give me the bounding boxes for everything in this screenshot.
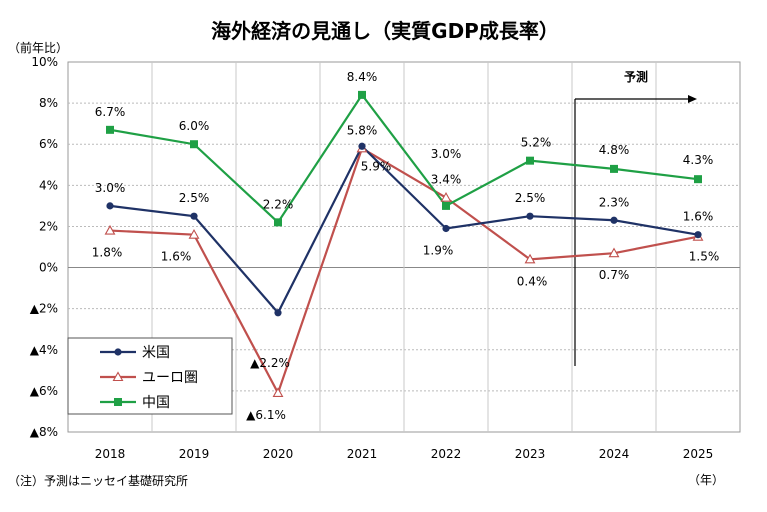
data-point-circle <box>358 142 366 150</box>
data-label: 2.5% <box>179 191 210 205</box>
data-point-square <box>190 140 198 149</box>
series-line-square <box>109 92 699 225</box>
data-point-circle <box>274 309 282 317</box>
data-point-triangle <box>104 224 116 235</box>
y-tick-label: 4% <box>39 178 58 192</box>
data-label: 4.8% <box>599 143 630 157</box>
data-point-circle <box>526 212 534 220</box>
y-axis-label: （前年比） <box>8 40 68 55</box>
data-label: 3.0% <box>431 147 462 161</box>
data-label: 1.8% <box>92 246 123 260</box>
data-label: 1.6% <box>161 250 192 264</box>
legend-entry: ユーロ圏 <box>142 370 198 386</box>
data-label: 6.7% <box>95 105 126 119</box>
x-tick-label: 2021 <box>347 447 378 461</box>
data-label: 3.0% <box>95 181 126 195</box>
chart-title: 海外経済の見通し（実質GDP成長率） <box>211 19 559 43</box>
data-label: ▲6.1% <box>246 408 286 422</box>
y-tick-label: 6% <box>39 137 58 151</box>
y-tick-label: 8% <box>39 96 58 110</box>
data-point-circle <box>694 231 702 239</box>
x-tick-labels: 2018 2019 2020 2021 2022 2023 2024 2025 <box>95 447 714 461</box>
y-tick-label: ▲8% <box>30 425 58 439</box>
data-point-square <box>610 164 618 173</box>
data-label: 1.5% <box>689 250 720 264</box>
x-tick-label: 2025 <box>683 447 714 461</box>
y-tick-label: 0% <box>39 261 58 275</box>
legend-marker-triangle <box>112 371 124 382</box>
y-tick-label: ▲4% <box>30 343 58 357</box>
legend-marker-square <box>114 398 122 406</box>
series-line-circle <box>109 144 699 315</box>
x-tick-label: 2023 <box>515 447 546 461</box>
data-point-square <box>526 156 534 165</box>
data-label: 3.4% <box>431 173 462 187</box>
y-tick-label: ▲6% <box>30 384 58 398</box>
legend-marker-circle <box>114 348 122 356</box>
data-point-triangle <box>440 192 452 202</box>
forecast-marker: 予測 <box>574 69 697 366</box>
x-tick-label: 2020 <box>263 447 294 461</box>
data-label: 6.0% <box>179 119 210 133</box>
data-point-triangle <box>524 253 536 264</box>
data-point-triangle <box>272 387 284 397</box>
data-label: 5.8% <box>347 123 378 137</box>
y-tick-label: 10% <box>31 55 58 69</box>
legend-box <box>67 337 233 415</box>
data-labels: 3.0% 2.5% ▲2.2% 5.9% 1.9% 2.5% 2.3% 1.6% 1.8% 1.6… <box>92 70 720 422</box>
data-point-square <box>274 218 282 227</box>
footnote: （注）予測はニッセイ基礎研究所 <box>8 473 188 488</box>
series-line-triangle <box>109 146 699 396</box>
forecast-label: 予測 <box>624 69 648 84</box>
data-point-triangle <box>608 247 620 258</box>
y-tick-label: 2% <box>39 219 58 233</box>
data-label: 1.9% <box>423 244 454 258</box>
data-label: 1.6% <box>683 210 714 224</box>
data-label: 2.2% <box>263 197 294 211</box>
data-label: 4.3% <box>683 153 714 167</box>
data-label: 0.4% <box>517 274 548 288</box>
data-point-square <box>106 125 114 134</box>
data-point-square <box>694 175 702 184</box>
x-tick-label: 2019 <box>179 447 210 461</box>
x-axis-label: （年） <box>688 473 724 487</box>
data-label: ▲2.2% <box>250 356 290 370</box>
x-tick-label: 2022 <box>431 447 462 461</box>
data-point-triangle <box>188 229 200 239</box>
legend-entry: 中国 <box>142 395 170 411</box>
data-point-square <box>358 90 366 99</box>
legend-entry: 米国 <box>142 345 170 361</box>
data-label: 2.3% <box>599 195 630 209</box>
data-label: 8.4% <box>347 70 378 84</box>
y-tick-label: ▲2% <box>30 302 58 316</box>
x-tick-label: 2018 <box>95 447 126 461</box>
series-layer <box>104 90 704 397</box>
data-point-circle <box>442 224 450 233</box>
x-tick-label: 2024 <box>599 447 630 461</box>
data-label: 5.2% <box>521 136 552 150</box>
data-label: 0.7% <box>599 268 630 282</box>
data-point-circle <box>106 202 114 210</box>
data-point-square <box>442 201 450 210</box>
data-point-circle <box>190 212 198 220</box>
data-point-circle <box>610 216 618 224</box>
data-label: 2.5% <box>515 191 546 205</box>
data-label: 5.9% <box>361 159 392 173</box>
y-tick-labels: 10% 8% 6% 4% 2% 0% ▲2% ▲4% ▲6% ▲8% <box>30 55 58 439</box>
arrow-right-icon <box>688 95 697 103</box>
